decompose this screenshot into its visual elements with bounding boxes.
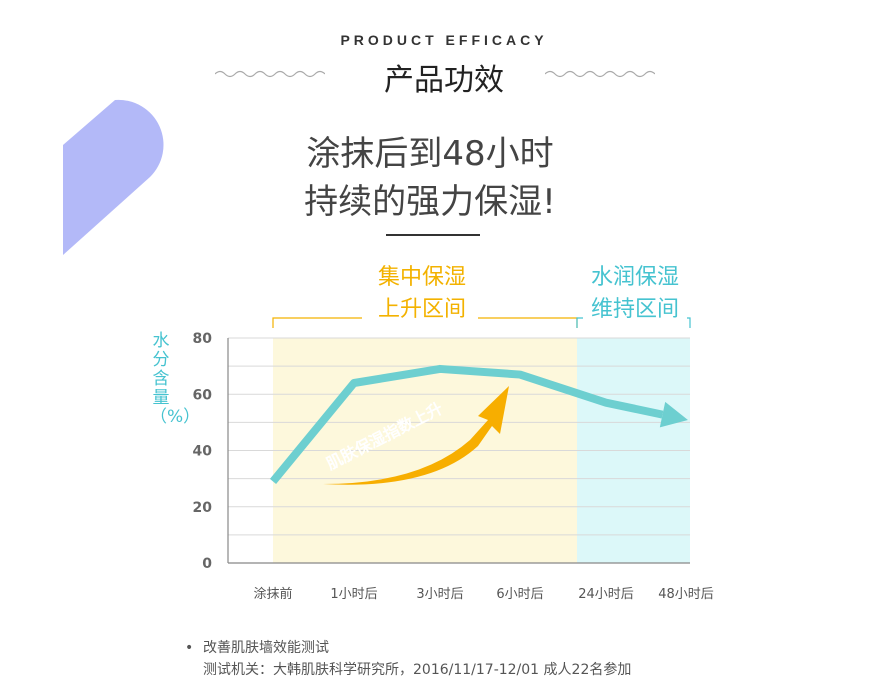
section-eyebrow: PRODUCT EFFICACY <box>340 32 548 48</box>
zone-label-maintain: 水润保湿 维持区间 <box>575 262 695 326</box>
x-tick-label: 48小时后 <box>658 587 714 602</box>
headline-line-2: 持续的强力保湿! <box>304 182 556 222</box>
x-tick-label: 3小时后 <box>416 587 463 602</box>
section-title: 产品功效 <box>384 63 504 98</box>
footnote-bullet: • <box>185 640 194 656</box>
x-tick-label: 24小时后 <box>578 587 634 602</box>
x-tick-label: 涂抹前 <box>253 586 292 602</box>
headline-line-1: 涂抹后到48小时 <box>306 134 554 174</box>
wavy-divider-left <box>215 70 325 78</box>
y-tick-label: 60 <box>193 387 213 403</box>
wavy-divider-right <box>545 70 655 78</box>
x-tick-label: 1小时后 <box>330 587 377 602</box>
zone-maintain-line-2: 维持区间 <box>590 297 679 322</box>
x-tick-label: 6小时后 <box>496 587 543 602</box>
zone-rise-line-1: 集中保湿 <box>377 265 466 290</box>
headline: 涂抹后到48小时 持续的强力保湿! <box>0 130 860 226</box>
y-tick-label: 40 <box>193 444 213 460</box>
headline-underline <box>386 234 480 236</box>
zone-maintain-bracket <box>576 317 691 328</box>
zone-maintain-line-1: 水润保湿 <box>590 265 679 290</box>
footnote-line-2: 测试机关：大韩肌肤科学研究所，2016/11/17-12/01 成人22名参加 <box>203 662 632 678</box>
y-tick-label: 80 <box>193 331 213 347</box>
zone-label-rise: 集中保湿 上升区间 <box>362 262 482 326</box>
zone-rise-bracket <box>272 317 578 328</box>
footnote-line-1: 改善肌肤墙效能测试 <box>203 640 329 656</box>
zone-rise-line-2: 上升区间 <box>377 297 466 322</box>
y-tick-label: 0 <box>202 556 212 572</box>
y-tick-label: 20 <box>193 500 213 516</box>
decorative-shape <box>63 99 164 255</box>
series-line <box>269 364 664 484</box>
series-arrowhead <box>659 401 688 428</box>
